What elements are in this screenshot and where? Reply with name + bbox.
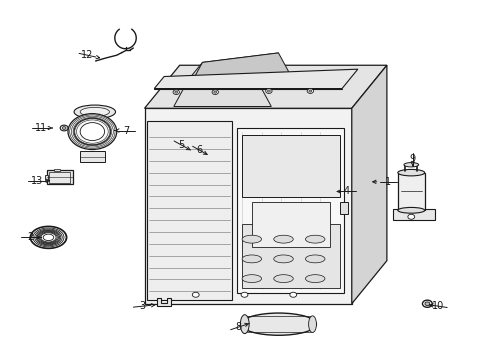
Ellipse shape	[289, 292, 296, 297]
Ellipse shape	[308, 90, 311, 92]
Text: 2: 2	[27, 232, 33, 242]
Polygon shape	[237, 128, 344, 293]
Ellipse shape	[407, 214, 414, 219]
Text: 12: 12	[81, 50, 94, 60]
Polygon shape	[187, 53, 292, 89]
Ellipse shape	[68, 114, 117, 149]
Text: 8: 8	[235, 322, 241, 332]
Polygon shape	[242, 135, 339, 197]
Polygon shape	[397, 173, 424, 210]
Polygon shape	[144, 108, 351, 304]
Ellipse shape	[80, 123, 104, 140]
Polygon shape	[339, 202, 347, 214]
Text: 1: 1	[385, 177, 390, 187]
Polygon shape	[54, 168, 60, 171]
Polygon shape	[47, 170, 73, 184]
Ellipse shape	[241, 313, 316, 335]
Ellipse shape	[242, 255, 261, 263]
Ellipse shape	[240, 315, 248, 334]
Ellipse shape	[242, 275, 261, 283]
Ellipse shape	[241, 292, 247, 297]
Ellipse shape	[397, 207, 424, 213]
Ellipse shape	[213, 91, 216, 93]
Ellipse shape	[305, 255, 325, 263]
Polygon shape	[251, 202, 329, 247]
Ellipse shape	[273, 235, 293, 243]
Polygon shape	[173, 80, 271, 107]
Ellipse shape	[62, 127, 66, 130]
Ellipse shape	[305, 275, 325, 283]
Ellipse shape	[273, 275, 293, 283]
Text: 13: 13	[31, 176, 43, 186]
Polygon shape	[44, 175, 48, 180]
Polygon shape	[351, 65, 386, 304]
Polygon shape	[144, 65, 386, 108]
Text: 9: 9	[409, 154, 415, 164]
Ellipse shape	[60, 125, 68, 131]
Ellipse shape	[74, 118, 110, 145]
Text: 4: 4	[343, 186, 349, 197]
Ellipse shape	[80, 107, 109, 116]
Polygon shape	[242, 224, 339, 288]
Polygon shape	[154, 69, 357, 89]
Ellipse shape	[242, 235, 261, 243]
Text: 5: 5	[178, 140, 184, 150]
Ellipse shape	[397, 170, 424, 176]
Ellipse shape	[192, 292, 199, 297]
Text: 3: 3	[139, 301, 145, 311]
Ellipse shape	[306, 89, 313, 93]
Ellipse shape	[305, 235, 325, 243]
Ellipse shape	[308, 316, 316, 333]
Polygon shape	[188, 53, 278, 80]
Ellipse shape	[403, 163, 418, 167]
Ellipse shape	[212, 90, 218, 94]
Ellipse shape	[267, 90, 270, 92]
Polygon shape	[80, 151, 104, 162]
Ellipse shape	[173, 90, 179, 94]
Ellipse shape	[422, 300, 431, 307]
Ellipse shape	[174, 91, 177, 93]
Ellipse shape	[74, 105, 115, 119]
Polygon shape	[157, 298, 171, 306]
Text: 6: 6	[196, 145, 203, 155]
Polygon shape	[392, 208, 434, 220]
Text: 11: 11	[35, 123, 47, 133]
Text: 10: 10	[431, 301, 444, 311]
Ellipse shape	[424, 302, 429, 306]
Text: 7: 7	[123, 126, 129, 135]
Ellipse shape	[273, 255, 293, 263]
Ellipse shape	[265, 89, 271, 93]
Polygon shape	[147, 121, 232, 300]
